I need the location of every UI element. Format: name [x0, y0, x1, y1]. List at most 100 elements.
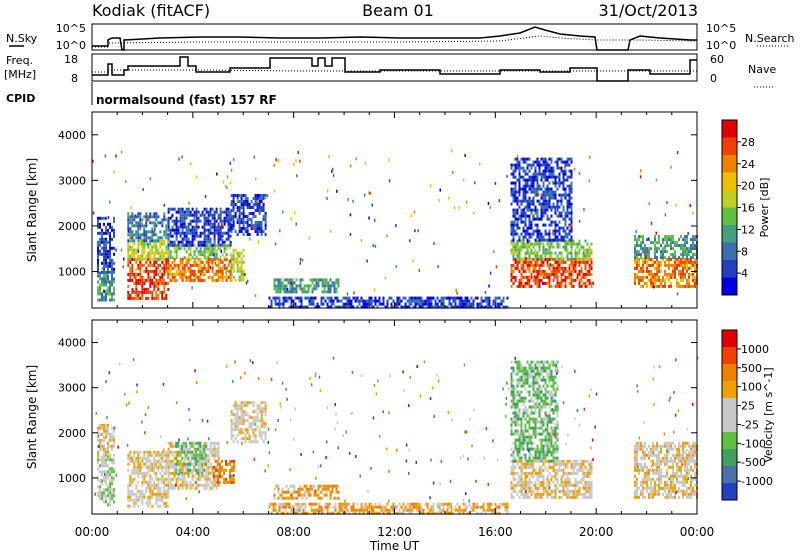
range-cell	[414, 502, 417, 506]
range-cell	[658, 260, 660, 264]
scatter-cell	[666, 201, 668, 205]
range-cell	[303, 287, 306, 291]
range-cell	[526, 251, 529, 255]
range-cell	[165, 450, 168, 454]
range-cell	[534, 251, 537, 255]
range-cell	[234, 407, 237, 411]
range-cell	[215, 468, 217, 472]
range-cell	[546, 272, 549, 276]
range-cell	[256, 224, 259, 227]
range-cell	[153, 462, 156, 466]
range-cell	[209, 225, 212, 229]
range-cell	[410, 299, 413, 303]
range-cell	[682, 263, 684, 267]
range-cell	[650, 272, 652, 276]
range-cell	[250, 206, 253, 209]
range-cell	[254, 194, 257, 197]
range-cell	[546, 214, 549, 218]
range-cell	[528, 220, 531, 224]
range-cell	[460, 299, 463, 303]
range-cell	[506, 296, 509, 300]
range-cell	[109, 497, 111, 501]
scatter-cell	[545, 248, 547, 252]
range-cell	[109, 222, 111, 226]
range-cell	[674, 250, 676, 254]
range-cell	[105, 435, 107, 439]
range-cell	[231, 480, 233, 484]
range-cell	[173, 263, 176, 267]
range-cell	[131, 218, 134, 222]
range-cell	[554, 205, 557, 209]
range-cell	[644, 256, 646, 260]
range-cell	[236, 416, 239, 420]
range-cell	[524, 245, 527, 249]
range-cell	[147, 465, 150, 469]
range-cell	[240, 410, 243, 414]
range-cell	[314, 502, 317, 506]
range-cell	[145, 242, 148, 246]
range-cell	[109, 252, 111, 256]
range-cell	[534, 275, 537, 279]
range-cell	[236, 440, 239, 444]
range-cell	[548, 232, 551, 236]
range-cell	[143, 236, 146, 240]
range-cell	[149, 248, 152, 252]
range-cell	[153, 224, 156, 228]
range-cell	[242, 422, 245, 426]
range-cell	[155, 284, 158, 288]
range-cell	[149, 459, 152, 463]
range-cell	[113, 491, 115, 495]
range-cell	[139, 290, 142, 294]
range-cell	[234, 428, 237, 432]
range-cell	[540, 269, 543, 273]
range-cell	[392, 299, 395, 303]
range-cell	[518, 226, 521, 230]
range-cell	[163, 290, 166, 294]
range-cell	[181, 219, 184, 223]
range-cell	[227, 263, 230, 267]
range-cell	[568, 238, 571, 242]
range-cell	[402, 502, 405, 506]
range-cell	[221, 459, 223, 463]
range-cell	[207, 231, 210, 235]
range-cell	[418, 296, 421, 300]
range-cell	[97, 270, 99, 274]
range-cell	[127, 486, 130, 490]
range-cell	[546, 175, 549, 179]
range-cell	[193, 213, 196, 217]
range-cell	[450, 305, 453, 309]
scatter-cell	[132, 288, 134, 292]
range-cell	[550, 214, 553, 218]
range-cell	[105, 429, 107, 433]
range-cell	[380, 302, 383, 306]
range-cell	[234, 212, 237, 215]
range-cell	[550, 172, 553, 176]
range-cell	[205, 240, 208, 244]
scatter-cell	[648, 202, 650, 206]
range-cell	[646, 250, 648, 254]
colorbar-swatch	[722, 225, 737, 243]
range-cell	[386, 511, 389, 515]
range-cell	[520, 281, 523, 285]
range-cell	[135, 486, 138, 490]
range-cell	[97, 280, 99, 284]
scatter-cell	[115, 154, 117, 158]
range-cell	[656, 250, 658, 254]
range-cell	[264, 422, 267, 426]
range-cell	[113, 494, 115, 498]
range-cell	[526, 278, 529, 282]
range-cell	[650, 281, 652, 285]
range-cell	[274, 302, 277, 306]
range-cell	[103, 479, 105, 483]
scatter-cell	[120, 248, 123, 252]
range-cell	[468, 511, 471, 515]
range-cell	[646, 257, 648, 261]
range-cell	[548, 190, 551, 194]
range-cell	[538, 184, 541, 188]
range-cell	[518, 199, 521, 203]
range-cell	[258, 434, 261, 438]
range-cell	[101, 470, 103, 474]
range-cell	[151, 453, 154, 457]
scatter-cell	[374, 244, 377, 248]
range-cell	[167, 272, 170, 276]
